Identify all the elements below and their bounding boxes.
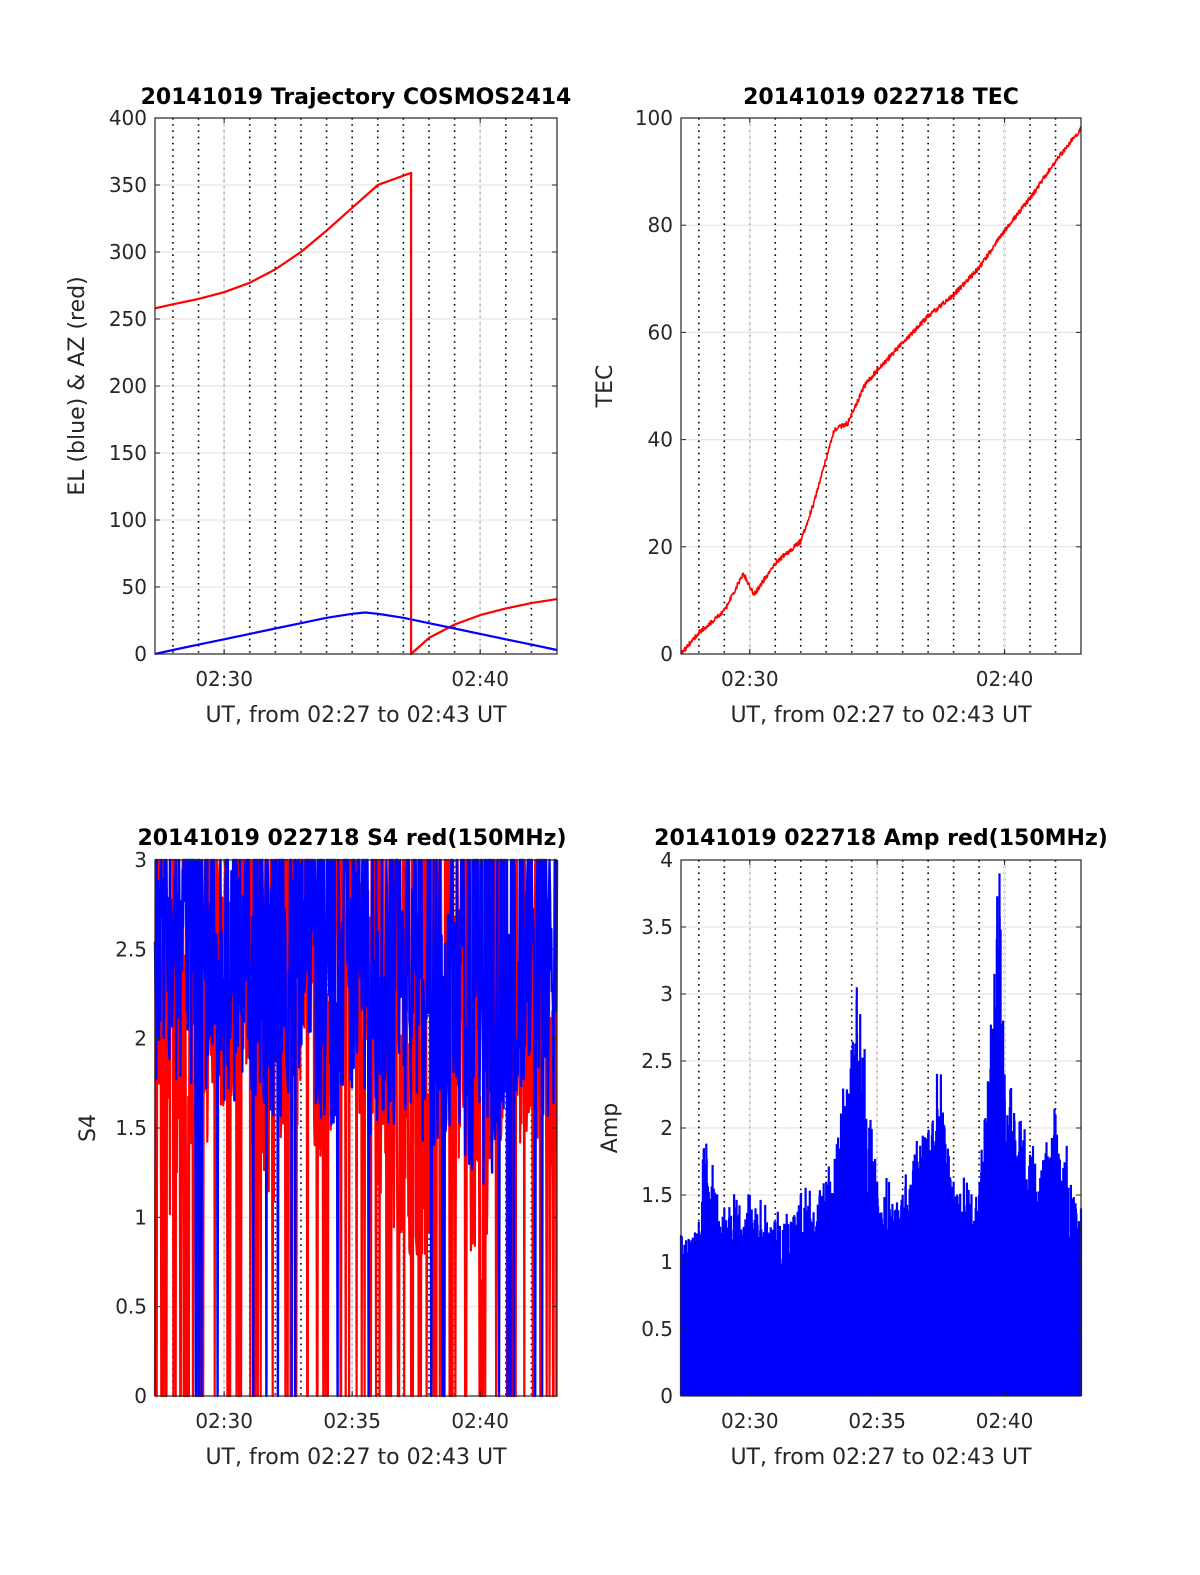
- y-tick-label: 0: [134, 1384, 147, 1408]
- x-axis-label: UT, from 02:27 to 02:43 UT: [730, 1445, 1032, 1470]
- chart-title: 20141019 022718 Amp red(150MHz): [654, 826, 1108, 851]
- y-tick-label: 2: [660, 1116, 673, 1140]
- y-tick-label: 0: [134, 642, 147, 666]
- series-line-blue: [153, 858, 559, 1398]
- data-lines: [154, 171, 558, 656]
- ticks: 0 0.5 1 1.5 2 2.5 3 3.5 4 02:30 02:35 02:40: [641, 848, 1081, 1433]
- ticks: 0 0.5 1 1.5 2 2.5 3 02:30 02:35 02:40: [115, 848, 557, 1433]
- y-tick-label: 1.5: [115, 1116, 147, 1140]
- y-tick-label: 1: [134, 1205, 147, 1229]
- y-tick-label: 1.5: [641, 1183, 673, 1207]
- y-tick-label: 3: [134, 848, 147, 872]
- ticks: 0 20 40 60 80 100 02:30 02:40: [635, 106, 1081, 691]
- y-tick-label: 400: [109, 106, 147, 130]
- y-tick-label: 0: [660, 642, 673, 666]
- y-tick-label: 350: [109, 173, 147, 197]
- x-axis-label: UT, from 02:27 to 02:43 UT: [205, 703, 507, 728]
- chart-title: 20141019 022718 TEC: [743, 85, 1019, 110]
- y-axis-label: Amp: [598, 1103, 623, 1153]
- y-axis-label: EL (blue) & AZ (red): [65, 276, 90, 495]
- grid: [155, 118, 557, 654]
- y-axis-label: TEC: [593, 365, 618, 409]
- x-tick-label: 02:35: [848, 1409, 906, 1433]
- y-tick-label: 3: [660, 982, 673, 1006]
- x-tick-label: 02:30: [195, 1409, 253, 1433]
- x-tick-label: 02:30: [721, 1409, 779, 1433]
- y-tick-label: 1: [660, 1250, 673, 1274]
- y-tick-label: 0.5: [115, 1295, 147, 1319]
- y-tick-label: 3.5: [641, 915, 673, 939]
- x-axis-label: UT, from 02:27 to 02:43 UT: [205, 1445, 507, 1470]
- y-tick-label: 300: [109, 240, 147, 264]
- panel-trajectory: 0 50 100 150 200 250 300 350 400 02:30 02:40 20141…: [65, 85, 571, 728]
- y-tick-label: 50: [122, 575, 147, 599]
- chart-title: 20141019 022718 S4 red(150MHz): [137, 826, 566, 851]
- x-axis-label: UT, from 02:27 to 02:43 UT: [730, 703, 1032, 728]
- y-tick-label: 250: [109, 307, 147, 331]
- x-tick-label: 02:30: [195, 667, 253, 691]
- axes-box: [680, 117, 1082, 655]
- y-tick-label: 100: [635, 106, 673, 130]
- y-tick-label: 20: [648, 535, 673, 559]
- x-tick-label: 02:40: [976, 1409, 1034, 1433]
- ticks: 0 50 100 150 200 250 300 350 400 02:30 02:40: [109, 106, 557, 691]
- data-lines: [680, 126, 1082, 655]
- y-tick-label: 0.5: [641, 1317, 673, 1341]
- x-tick-label: 02:40: [976, 667, 1034, 691]
- x-tick-label: 02:35: [323, 1409, 381, 1433]
- data-lines: [153, 858, 559, 1398]
- y-tick-label: 4: [660, 848, 673, 872]
- series-line-red: [680, 126, 1082, 655]
- chart-title: 20141019 Trajectory COSMOS2414: [141, 85, 572, 110]
- y-tick-label: 2.5: [641, 1049, 673, 1073]
- x-tick-label: 02:40: [451, 1409, 509, 1433]
- series-line-red: [154, 171, 558, 656]
- y-tick-label: 200: [109, 374, 147, 398]
- x-tick-label: 02:40: [451, 667, 509, 691]
- x-tick-label: 02:30: [721, 667, 779, 691]
- y-tick-label: 80: [648, 213, 673, 237]
- y-tick-label: 0: [660, 1384, 673, 1408]
- panel-amp: 0 0.5 1 1.5 2 2.5 3 3.5 4 02:30 02:35 02:40 2014101…: [598, 826, 1108, 1470]
- series-line-blue: [154, 611, 558, 656]
- y-tick-label: 150: [109, 441, 147, 465]
- y-tick-label: 2: [134, 1027, 147, 1051]
- y-tick-label: 60: [648, 320, 673, 344]
- y-tick-label: 2.5: [115, 937, 147, 961]
- panel-s4: 0 0.5 1 1.5 2 2.5 3 02:30 02:35 02:40 20141019 02…: [76, 826, 567, 1470]
- plot-area: [681, 118, 1081, 654]
- panel-tec: 0 20 40 60 80 100 02:30 02:40 20141019 022718 T…: [593, 85, 1082, 728]
- y-tick-label: 100: [109, 508, 147, 532]
- y-tick-label: 40: [648, 428, 673, 452]
- y-axis-label: S4: [76, 1114, 101, 1142]
